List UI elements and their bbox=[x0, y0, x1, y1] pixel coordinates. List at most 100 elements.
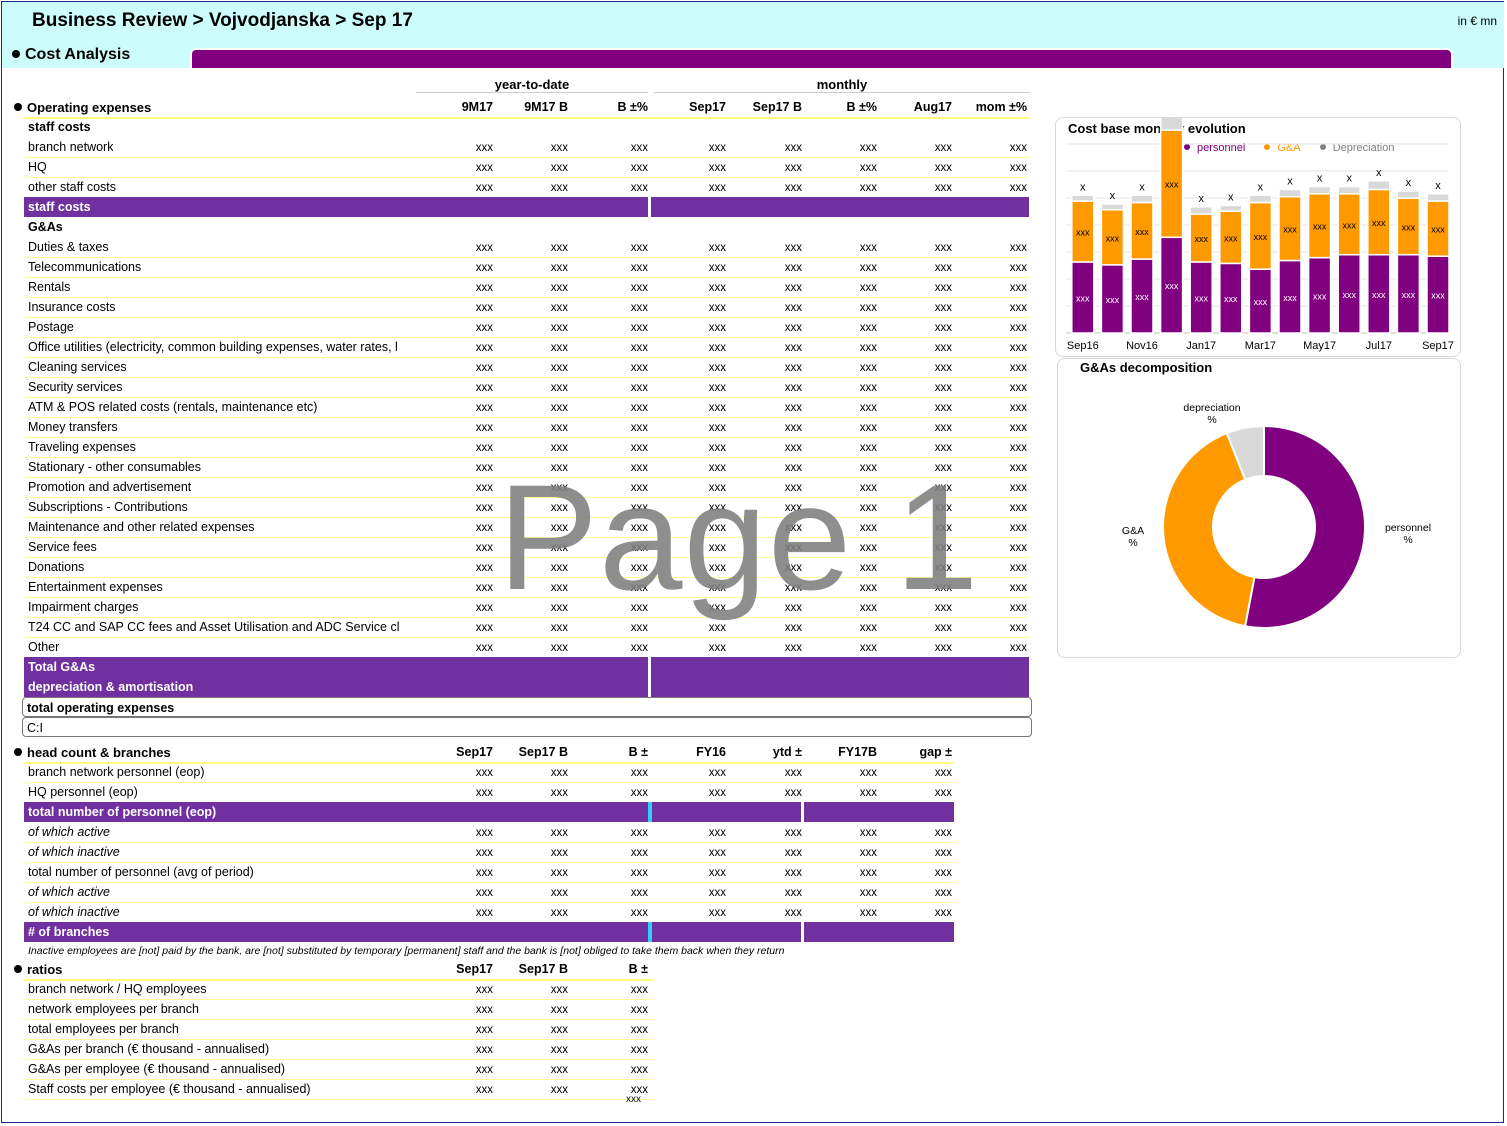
cell-value: xxx bbox=[550, 182, 568, 194]
cell-value: xxx bbox=[630, 847, 648, 859]
cell-value: xxx bbox=[1009, 582, 1027, 594]
cell-value: xxx bbox=[708, 622, 726, 634]
row-label: Donations bbox=[28, 560, 85, 574]
x-tick-label: Jul17 bbox=[1366, 340, 1392, 352]
table-row: Traveling expenses xxx xxx xxx xxx xxx xxx xxx x… bbox=[24, 437, 1029, 458]
row-label: Entertainment expenses bbox=[28, 580, 163, 594]
cell-value: xxx bbox=[475, 907, 493, 919]
bar-data-label: xxx bbox=[1254, 297, 1268, 307]
cell-value: xxx bbox=[1009, 642, 1027, 654]
cell-value: xxx bbox=[550, 322, 568, 334]
row-label: G&As per branch (€ thousand - annualised… bbox=[28, 1042, 270, 1056]
x-tick-label: Jan17 bbox=[1186, 340, 1216, 352]
section-ratios-text: ratios bbox=[27, 962, 63, 977]
table-row: Money transfers xxx xxx xxx xxx xxx xxx xxx xxx bbox=[24, 417, 1029, 438]
cell-value: xxx bbox=[630, 642, 648, 654]
cell-value: xxx bbox=[475, 462, 493, 474]
row-label: Rentals bbox=[28, 280, 71, 294]
table-row: Rentals xxx xxx xxx xxx xxx xxx xxx xxx bbox=[24, 277, 1029, 298]
bar-depreciation-Jul17 bbox=[1367, 180, 1391, 191]
bar-data-label: xxx bbox=[1194, 234, 1208, 244]
cell-value: xxx bbox=[784, 582, 802, 594]
cell-value: xxx bbox=[1009, 422, 1027, 434]
bar-data-label: xxx bbox=[1283, 225, 1297, 235]
bar-data-label: xxx bbox=[1402, 290, 1416, 300]
row-label: Security services bbox=[28, 380, 123, 394]
cell-value: xxx bbox=[550, 522, 568, 534]
chart-title: Cost base monthly evolution bbox=[1068, 121, 1246, 136]
cell-value: xxx bbox=[708, 787, 726, 799]
cell-value: xxx bbox=[784, 562, 802, 574]
column-header: Sep17 B bbox=[518, 962, 568, 976]
row-label: of which active bbox=[28, 885, 110, 899]
cell-value: xxx bbox=[550, 502, 568, 514]
row-label: Traveling expenses bbox=[28, 440, 136, 454]
cell-value: xxx bbox=[1009, 382, 1027, 394]
table-row: total number of personnel (avg of period… bbox=[24, 862, 954, 883]
cell-value: xxx bbox=[784, 602, 802, 614]
table-row: branch network personnel (eop) xxx xxx xxx x… bbox=[24, 762, 954, 783]
cell-value: xxx bbox=[1009, 242, 1027, 254]
cell-value: xxx bbox=[630, 827, 648, 839]
column-header: FY16 bbox=[696, 745, 726, 759]
cell-value: xxx bbox=[630, 984, 648, 996]
cell-value: xxx bbox=[784, 642, 802, 654]
column-header: 9M17 B bbox=[524, 100, 568, 114]
cell-value: xxx bbox=[934, 322, 952, 334]
bar-data-label: xxx bbox=[1342, 220, 1356, 230]
table-row: Duties & taxes xxx xxx xxx xxx xxx xxx xxx xxx bbox=[24, 237, 1029, 258]
column-header: 9M17 bbox=[461, 100, 493, 114]
chart-legend: personnel G&A Depreciation bbox=[1184, 142, 1410, 154]
cell-value: xxx bbox=[784, 787, 802, 799]
cell-value: xxx bbox=[708, 442, 726, 454]
cell-value: xxx bbox=[630, 302, 648, 314]
cell-value: xxx bbox=[630, 1044, 648, 1056]
cell-value: xxx bbox=[934, 582, 952, 594]
cell-value: xxx bbox=[784, 382, 802, 394]
bar-depreciation-May17 bbox=[1307, 185, 1332, 195]
cell-value: xxx bbox=[475, 984, 493, 996]
row-label: total number of personnel (avg of period… bbox=[28, 865, 254, 879]
cell-value: xxx bbox=[859, 482, 877, 494]
column-divider bbox=[648, 802, 652, 822]
cell-value: xxx bbox=[630, 1024, 648, 1036]
row-label: G&As per employee (€ thousand - annualis… bbox=[28, 1062, 286, 1076]
cell-value: xxx bbox=[934, 622, 952, 634]
table-row: Promotion and advertisement xxx xxx xxx xxx x… bbox=[24, 477, 1029, 498]
column-header: gap ± bbox=[919, 745, 952, 759]
cell-value: xxx bbox=[1009, 482, 1027, 494]
table-row: of which active xxx xxx xxx xxx xxx xxx xxx bbox=[24, 822, 954, 843]
cell-value: xxx bbox=[630, 522, 648, 534]
cell-value: xxx bbox=[708, 322, 726, 334]
cell-value: xxx bbox=[708, 582, 726, 594]
table-row: network employees per branch xxx xxx xxx bbox=[24, 999, 654, 1020]
cell-value: xxx bbox=[934, 482, 952, 494]
bar-total-label: x bbox=[1198, 193, 1204, 205]
bar-total-label: x bbox=[1317, 173, 1323, 185]
cell-value: xxx bbox=[859, 887, 877, 899]
bar-data-label: xxx bbox=[1431, 225, 1445, 235]
bar-data-label: xxx bbox=[1106, 295, 1120, 305]
row-label: HQ personnel (eop) bbox=[28, 785, 138, 799]
cell-value: xxx bbox=[475, 242, 493, 254]
cell-value: xxx bbox=[630, 482, 648, 494]
table-row: T24 CC and SAP CC fees and Asset Utilisa… bbox=[24, 617, 1029, 638]
cell-value: xxx bbox=[550, 582, 568, 594]
cell-value: xxx bbox=[550, 867, 568, 879]
cell-value: xxx bbox=[934, 162, 952, 174]
cell-value: xxx bbox=[550, 462, 568, 474]
bar-data-label: xxx bbox=[1106, 233, 1120, 243]
table-row: Service fees xxx xxx xxx xxx xxx xxx xxx xxx bbox=[24, 537, 1029, 558]
cell-value: xxx bbox=[630, 1004, 648, 1016]
cell-value: xxx bbox=[475, 642, 493, 654]
cell-value: xxx bbox=[784, 887, 802, 899]
cell-value: xxx bbox=[550, 342, 568, 354]
cell-value: xxx bbox=[934, 522, 952, 534]
cell-value: xxx bbox=[630, 602, 648, 614]
cell-value: xxx bbox=[475, 322, 493, 334]
cell-value: xxx bbox=[475, 282, 493, 294]
section-headcount: head count & branches bbox=[14, 745, 171, 760]
row-label: Maintenance and other related expenses bbox=[28, 520, 255, 534]
cell-value: xxx bbox=[934, 302, 952, 314]
row-label: # of branches bbox=[28, 925, 110, 939]
